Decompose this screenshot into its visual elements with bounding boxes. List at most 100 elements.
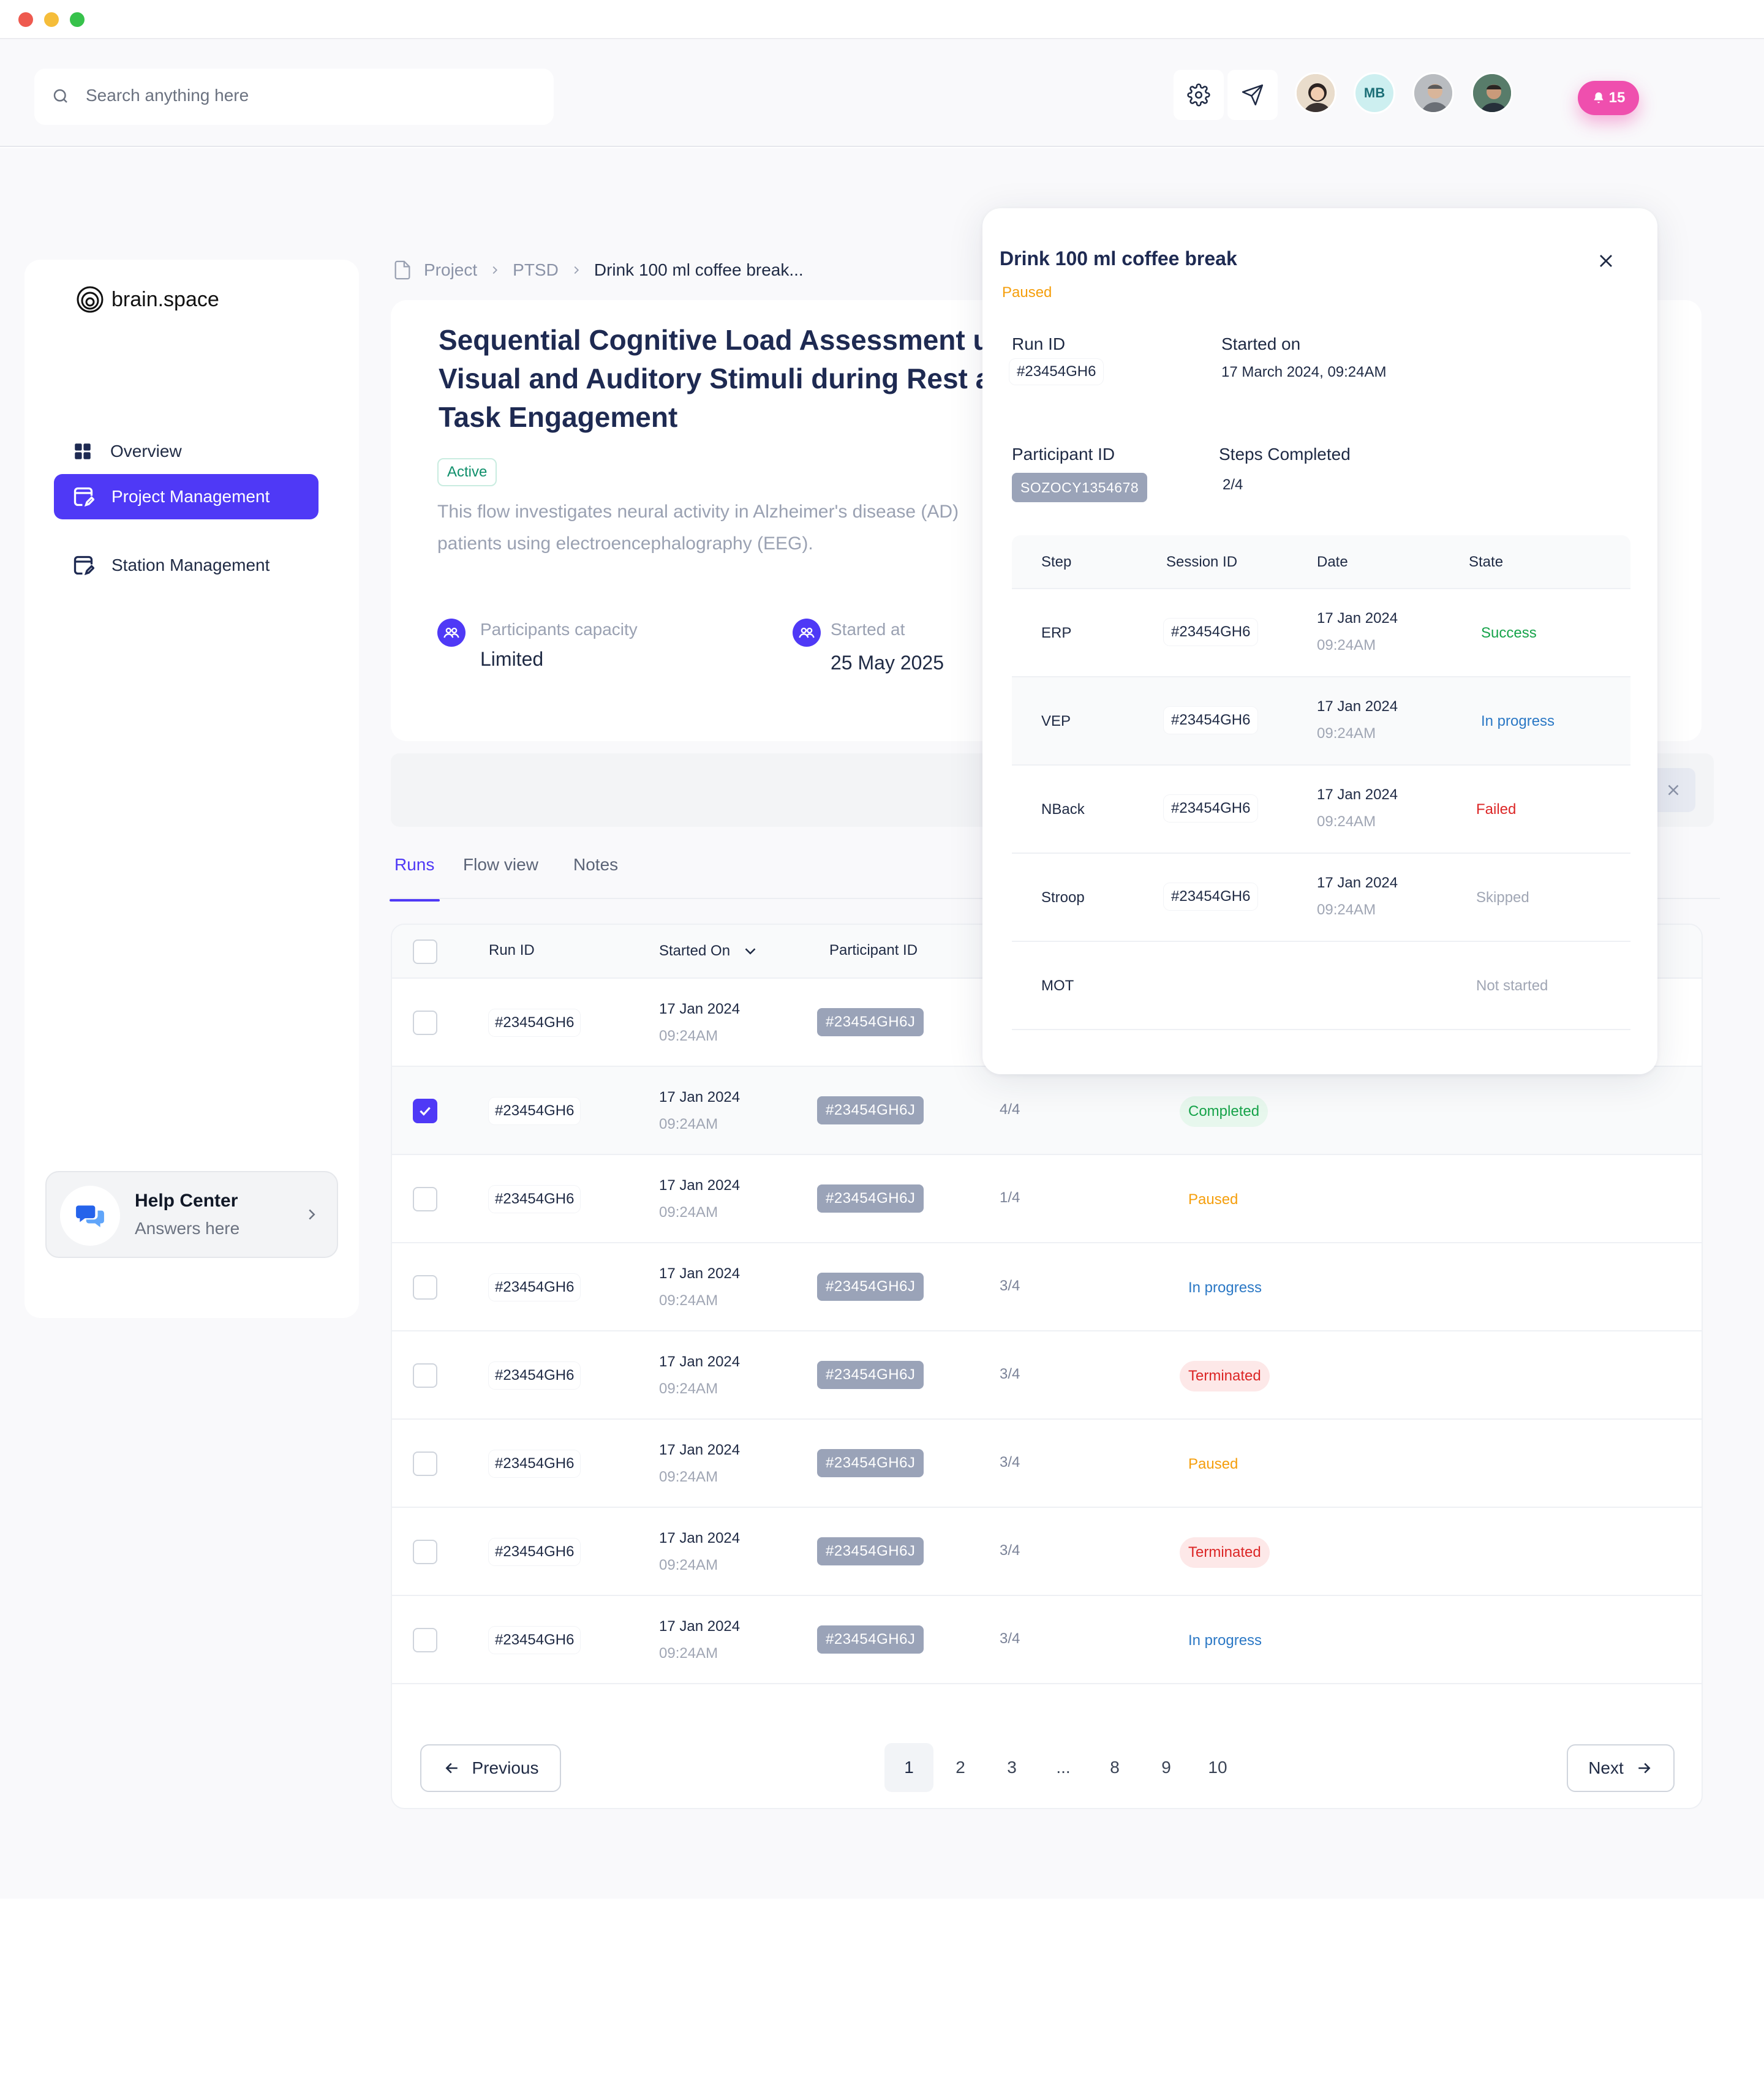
search-placeholder: Search anything here [86,86,249,105]
avatar[interactable] [1412,72,1454,114]
started-date: 17 Jan 2024 [659,1530,741,1546]
breadcrumb: Project PTSD Drink 100 ml coffee break..… [392,258,804,282]
table-row[interactable]: #23454GH6 17 Jan 2024 09:24AM #23454GH6J 3/4… [392,1596,1702,1684]
row-checkbox[interactable] [413,1452,437,1476]
settings-button[interactable] [1174,70,1224,120]
breadcrumb-current: Drink 100 ml coffee break... [594,260,804,279]
session-id: #23454GH6 [1164,795,1258,822]
minimize-window-dot[interactable] [44,12,59,27]
sidebar-item-station-management[interactable]: Station Management [54,543,318,588]
select-all-checkbox[interactable] [413,939,437,964]
maximize-window-dot[interactable] [70,12,85,27]
logo[interactable]: brain.space [75,284,219,315]
session-id: #23454GH6 [1164,883,1258,910]
step-name: NBack [1041,801,1085,818]
column-started-on[interactable]: Started On [659,942,760,960]
step-row[interactable]: NBack #23454GH6 17 Jan 2024 09:24AM Failed [1012,766,1630,854]
steps-progress: 3/4 [1000,1630,1020,1647]
tab-notes[interactable]: Notes [573,855,619,874]
step-time: 09:24AM [1317,813,1376,830]
column-participant-id[interactable]: Participant ID [829,942,918,958]
tab-runs[interactable]: Runs [394,855,435,874]
notifications-button[interactable]: 15 [1578,81,1639,115]
send-icon [1242,84,1264,106]
send-button[interactable] [1227,70,1278,120]
participants-capacity-label: Participants capacity [480,620,638,639]
page-3[interactable]: 3 [1007,1758,1017,1777]
started-time: 09:24AM [659,1645,718,1662]
status-badge: Terminated [1180,1361,1270,1391]
steps-progress: 3/4 [1000,1454,1020,1470]
started-time: 09:24AM [659,1028,718,1044]
search-input[interactable]: Search anything here [34,69,554,125]
step-name: MOT [1041,977,1074,994]
run-id-label: Run ID [1012,334,1066,353]
page-ellipsis: ... [1056,1758,1071,1777]
steps-progress: 3/4 [1000,1366,1020,1382]
table-row[interactable]: #23454GH6 17 Jan 2024 09:24AM #23454GH6J 3/4… [392,1508,1702,1596]
active-tab-indicator [390,899,440,902]
step-row[interactable]: ERP #23454GH6 17 Jan 2024 09:24AM Success [1012,589,1630,677]
help-center-card[interactable]: Help Center Answers here [45,1171,338,1258]
row-checkbox[interactable] [413,1187,437,1211]
page-10[interactable]: 10 [1208,1758,1227,1777]
started-time: 09:24AM [659,1380,718,1397]
column-state: State [1469,554,1504,570]
clear-filter-button[interactable] [1651,768,1695,812]
step-name: VEP [1041,713,1071,729]
brain-logo-icon [77,286,104,313]
steps-progress: 4/4 [1000,1101,1020,1118]
step-row[interactable]: VEP #23454GH6 17 Jan 2024 09:24AM In progres… [1012,677,1630,766]
sidebar-item-project-management[interactable]: Project Management [54,474,318,519]
status-badge: Active [437,458,497,486]
avatar[interactable] [1295,72,1336,114]
step-state: Success [1481,625,1537,641]
started-time: 09:24AM [659,1469,718,1485]
table-row[interactable]: #23454GH6 17 Jan 2024 09:24AM #23454GH6J 1/4… [392,1155,1702,1243]
popup-status: Paused [1002,284,1052,301]
close-window-dot[interactable] [18,12,33,27]
next-page-button[interactable]: Next [1567,1744,1675,1792]
participants-capacity-value: Limited [480,648,544,670]
page-9[interactable]: 9 [1161,1758,1171,1777]
step-row[interactable]: MOT Not started [1012,942,1630,1030]
column-session-id: Session ID [1166,554,1238,570]
window-chrome [0,0,1764,39]
run-detail-popup: Drink 100 ml coffee break Paused Run ID … [982,208,1657,1074]
table-row[interactable]: #23454GH6 17 Jan 2024 09:24AM #23454GH6J 3/4… [392,1331,1702,1420]
arrow-right-icon [1638,1763,1651,1774]
tab-flow-view[interactable]: Flow view [463,855,538,874]
page-8[interactable]: 8 [1110,1758,1120,1777]
table-row[interactable]: #23454GH6 17 Jan 2024 09:24AM #23454GH6J 3/4… [392,1420,1702,1508]
step-state: Failed [1476,801,1517,818]
table-row[interactable]: #23454GH6 17 Jan 2024 09:24AM #23454GH6J 4/4… [392,1067,1702,1155]
page-1[interactable]: 1 [884,1743,933,1792]
folder-edit-icon [74,487,94,507]
previous-page-button[interactable]: Previous [420,1744,561,1792]
started-date: 17 Jan 2024 [659,1442,741,1458]
step-row[interactable]: Stroop #23454GH6 17 Jan 2024 09:24AM Skipped [1012,854,1630,942]
previous-label: Previous [472,1758,539,1777]
breadcrumb-project[interactable]: Project [424,260,478,279]
users-icon [793,619,821,647]
chevron-right-icon [574,266,579,274]
row-checkbox[interactable] [413,1540,437,1564]
sidebar-item-overview[interactable]: Overview [54,429,318,474]
row-checkbox[interactable] [413,1363,437,1388]
column-run-id[interactable]: Run ID [489,942,535,958]
row-checkbox[interactable] [413,1628,437,1652]
row-checkbox[interactable] [413,1275,437,1300]
page-2[interactable]: 2 [956,1758,965,1777]
chat-bubbles-icon [60,1186,120,1246]
row-checkbox[interactable] [413,1099,437,1123]
sidebar-item-label: Station Management [111,555,270,574]
row-checkbox[interactable] [413,1011,437,1035]
table-row[interactable]: #23454GH6 17 Jan 2024 09:24AM #23454GH6J 3/4… [392,1243,1702,1331]
steps-progress: 1/4 [1000,1189,1020,1206]
close-popup-button[interactable] [1595,250,1617,276]
started-date: 17 Jan 2024 [659,1265,741,1282]
breadcrumb-ptsd[interactable]: PTSD [513,260,559,279]
avatar[interactable] [1471,72,1513,114]
close-icon [1600,255,1612,267]
avatar-initials[interactable]: MB [1354,72,1395,114]
